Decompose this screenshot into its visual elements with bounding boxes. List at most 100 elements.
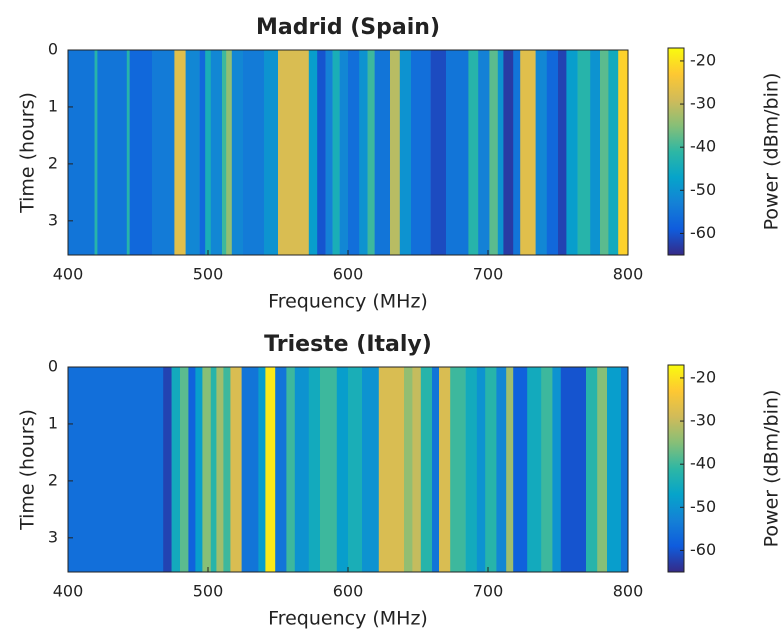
power-band: [68, 50, 95, 255]
power-band: [513, 50, 521, 255]
power-band: [600, 50, 609, 255]
power-band: [68, 367, 164, 572]
y-tick-label: 1: [48, 96, 58, 115]
x-tick-label: 800: [613, 265, 644, 284]
power-band: [336, 367, 349, 572]
power-band: [332, 50, 340, 255]
power-band: [126, 50, 130, 255]
power-band: [478, 50, 490, 255]
y-axis-label: Time (hours): [17, 92, 39, 214]
power-band: [558, 50, 567, 255]
x-tick-label: 800: [613, 582, 644, 601]
power-band: [618, 50, 629, 255]
power-band: [222, 50, 227, 255]
power-band: [439, 367, 451, 572]
y-tick-label: 3: [48, 210, 58, 229]
power-band: [608, 50, 619, 255]
power-band: [506, 367, 514, 572]
power-band: [199, 50, 206, 255]
power-band: [586, 367, 598, 572]
power-band: [420, 367, 433, 572]
power-band: [496, 367, 507, 572]
power-band: [339, 50, 349, 255]
power-band: [317, 50, 326, 255]
power-band: [258, 367, 266, 572]
x-axis-label: Frequency (MHz): [268, 608, 428, 630]
power-band: [231, 50, 244, 255]
colorbar-tick-label: -30: [690, 411, 716, 430]
power-band: [265, 367, 276, 572]
power-band: [188, 367, 196, 572]
power-band: [546, 50, 559, 255]
chart-title: Trieste (Italy): [264, 332, 432, 357]
power-band: [294, 367, 310, 572]
colorbar-tick-label: -30: [690, 94, 716, 113]
power-band: [560, 367, 587, 572]
power-band: [163, 367, 172, 572]
power-band: [308, 50, 318, 255]
x-axis-label: Frequency (MHz): [268, 291, 428, 313]
power-band: [535, 50, 548, 255]
colorbar-tick-label: -20: [690, 50, 716, 69]
x-tick-label: 600: [333, 582, 364, 601]
colorbar: [667, 364, 685, 573]
power-band: [520, 50, 536, 255]
power-band: [374, 50, 391, 255]
power-band: [216, 367, 224, 572]
chart-title: Madrid (Spain): [256, 15, 440, 40]
colorbar-tick-label: -50: [690, 497, 716, 516]
power-band: [404, 367, 413, 572]
power-band: [97, 50, 128, 255]
colorbar-tick-label: -60: [690, 223, 716, 242]
colorbar-tick-label: -20: [690, 367, 716, 386]
power-band: [308, 367, 321, 572]
power-band: [446, 50, 469, 255]
power-band: [325, 50, 333, 255]
power-band: [241, 367, 259, 572]
power-band: [489, 50, 499, 255]
power-band: [129, 50, 153, 255]
colorbar-tick-label: -50: [690, 180, 716, 199]
power-band: [430, 50, 447, 255]
power-band: [195, 367, 203, 572]
power-band: [264, 50, 279, 255]
power-band: [243, 50, 265, 255]
y-axis-label: Time (hours): [17, 409, 39, 531]
power-band: [205, 50, 212, 255]
power-band: [362, 367, 380, 572]
colorbar: [667, 47, 685, 256]
power-band: [223, 367, 231, 572]
power-band: [275, 367, 287, 572]
power-band: [230, 367, 242, 572]
power-band: [541, 367, 553, 572]
power-band: [450, 367, 466, 572]
power-band: [171, 367, 181, 572]
colorbar-label: Power (dBm/bin): [761, 73, 783, 231]
power-band: [399, 50, 412, 255]
x-tick-label: 700: [473, 265, 504, 284]
power-band: [432, 367, 440, 572]
x-tick-label: 700: [473, 582, 504, 601]
power-band: [152, 50, 175, 255]
y-tick-label: 0: [48, 40, 58, 59]
x-tick-label: 500: [193, 265, 224, 284]
power-band: [94, 50, 98, 255]
power-band: [367, 50, 375, 255]
x-tick-label: 400: [53, 265, 84, 284]
power-band: [513, 367, 528, 572]
power-band: [390, 50, 401, 255]
y-tick-label: 3: [48, 527, 58, 546]
power-band: [286, 367, 296, 572]
power-band: [412, 367, 422, 572]
power-band: [465, 367, 478, 572]
x-tick-label: 500: [193, 582, 224, 601]
y-tick-label: 2: [48, 470, 58, 489]
power-band: [607, 367, 622, 572]
y-tick-label: 0: [48, 357, 58, 376]
power-band: [468, 50, 479, 255]
power-band: [180, 367, 189, 572]
power-band: [411, 50, 431, 255]
power-band: [503, 50, 514, 255]
power-band: [566, 50, 578, 255]
